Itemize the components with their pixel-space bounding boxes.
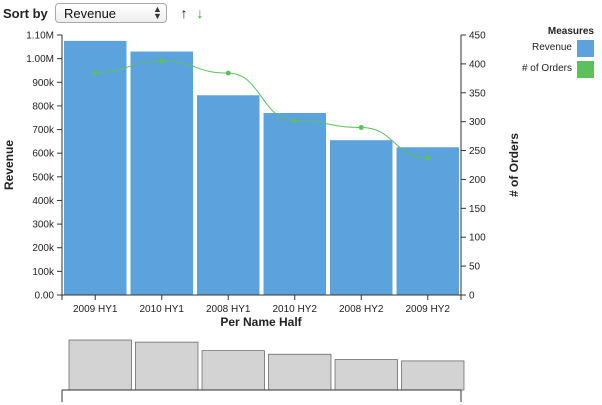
orders-point (225, 70, 231, 76)
y-tick-label: 500k (32, 172, 55, 183)
y2-tick-label: 250 (469, 146, 486, 157)
overview-bar (268, 353, 332, 391)
legend-item-orders[interactable]: # of Orders (494, 61, 594, 78)
y2-tick-label: 100 (469, 233, 486, 244)
sort-select[interactable]: Revenue ▲ ▼ (55, 3, 167, 23)
y2-tick-label: 150 (469, 204, 486, 215)
x-axis-title: Per Name Half (220, 315, 302, 329)
toolbar: Sort by Revenue ▲ ▼ ↑ ↓ (0, 0, 602, 30)
y-tick-label: 300k (32, 220, 55, 231)
x-tick-label: 2010 HY1 (140, 304, 185, 315)
legend-item-revenue[interactable]: Revenue (494, 40, 594, 57)
overview-bar (334, 359, 398, 391)
x-tick-label: 2008 HY1 (206, 304, 251, 315)
sort-label: Sort by (3, 6, 48, 21)
revenue-bars (64, 40, 459, 296)
legend-label: Revenue (531, 42, 572, 53)
overview-bar (401, 360, 465, 391)
revenue-bar (330, 140, 393, 295)
y-tick-label: 100k (32, 267, 55, 278)
x-tick-label: 2010 HY2 (273, 304, 318, 315)
arrow-down-icon: ↓ (196, 5, 204, 21)
legend-title: Measures (547, 26, 594, 37)
sort-descending-button[interactable]: ↓ (193, 5, 207, 21)
revenue-bar (263, 113, 326, 295)
orders-point (159, 58, 165, 64)
x-tick-label: 2009 HY2 (406, 304, 451, 315)
arrow-up-icon: ↑ (180, 5, 188, 21)
chart-axes: 0.00 100k 200k 300k 400k 500k 600k 700k 800k 900k… (26, 31, 486, 316)
y2-tick-label: 50 (469, 262, 481, 273)
overview-bar (68, 339, 132, 391)
y-tick-label: 600k (32, 149, 55, 160)
y-tick-label: 400k (32, 196, 55, 207)
orders-point (92, 70, 98, 76)
revenue-bar (197, 95, 260, 295)
y-tick-label: 0.00 (35, 291, 55, 302)
orders-point (292, 118, 298, 124)
orders-line (92, 58, 431, 161)
legend-label: # of Orders (521, 63, 572, 74)
select-caret-icon: ▲ ▼ (153, 4, 162, 21)
y2-tick-label: 450 (469, 31, 486, 42)
y-tick-label: 700k (32, 125, 55, 136)
orders-point (358, 124, 364, 130)
y-tick-label: 800k (32, 101, 55, 112)
orders-series-line (95, 60, 428, 159)
x-tick-label: 2009 HY1 (73, 304, 118, 315)
overview-bar (135, 341, 199, 391)
legend-swatch (577, 61, 594, 78)
y2-tick-label: 400 (469, 59, 486, 70)
y2-tick-label: 0 (469, 291, 475, 302)
x-tick-label: 2008 HY2 (339, 304, 384, 315)
revenue-bar (130, 51, 193, 295)
y-axis-title: Revenue (2, 140, 16, 190)
legend-swatch (577, 40, 594, 57)
y-tick-label: 1.10M (26, 31, 54, 42)
y2-tick-label: 300 (469, 117, 486, 128)
y-tick-label: 900k (32, 78, 55, 89)
revenue-bar (64, 40, 127, 296)
overview-bar (201, 350, 265, 391)
revenue-bar (396, 147, 459, 295)
y2-tick-label: 200 (469, 175, 486, 186)
y2-axis-title: # of Orders (507, 133, 521, 197)
overview-brush[interactable] (61, 339, 465, 402)
y-tick-label: 200k (32, 243, 55, 254)
y2-tick-label: 350 (469, 88, 486, 99)
sort-ascending-button[interactable]: ↑ (177, 5, 191, 21)
sort-select-value: Revenue (64, 6, 117, 21)
orders-point (425, 155, 431, 161)
y-tick-label: 1.00M (26, 54, 54, 65)
